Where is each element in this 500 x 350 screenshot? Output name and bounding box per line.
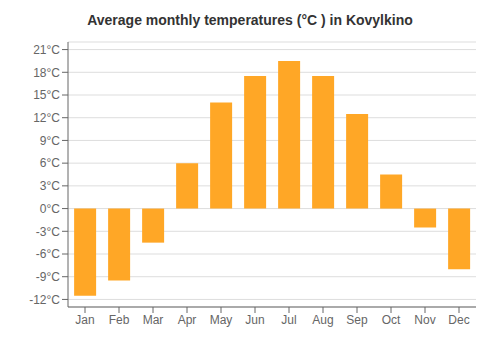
- svg-text:Mar: Mar: [143, 313, 164, 327]
- svg-text:9°C: 9°C: [40, 134, 60, 148]
- svg-text:-12°C: -12°C: [29, 293, 60, 307]
- svg-text:6°C: 6°C: [40, 156, 60, 170]
- svg-text:21°C: 21°C: [33, 43, 60, 57]
- svg-text:0°C: 0°C: [40, 202, 60, 216]
- svg-text:Feb: Feb: [109, 313, 130, 327]
- svg-text:Sep: Sep: [346, 313, 368, 327]
- svg-text:3°C: 3°C: [40, 179, 60, 193]
- svg-text:-9°C: -9°C: [36, 270, 60, 284]
- svg-text:Nov: Nov: [414, 313, 435, 327]
- svg-text:12°C: 12°C: [33, 111, 60, 125]
- svg-text:May: May: [210, 313, 233, 327]
- svg-text:18°C: 18°C: [33, 66, 60, 80]
- svg-text:Oct: Oct: [382, 313, 401, 327]
- svg-text:Apr: Apr: [178, 313, 197, 327]
- svg-text:-3°C: -3°C: [36, 225, 60, 239]
- svg-text:Aug: Aug: [312, 313, 333, 327]
- svg-text:Jan: Jan: [75, 313, 94, 327]
- html-text:Average monthly temperatures (: Average monthly temperatures (°C ) in Ko…: [87, 12, 413, 28]
- svg-text:Jun: Jun: [245, 313, 264, 327]
- svg-text:Dec: Dec: [448, 313, 469, 327]
- svg-text:-6°C: -6°C: [36, 247, 60, 261]
- svg-text:15°C: 15°C: [33, 88, 60, 102]
- svg-text:Jul: Jul: [281, 313, 296, 327]
